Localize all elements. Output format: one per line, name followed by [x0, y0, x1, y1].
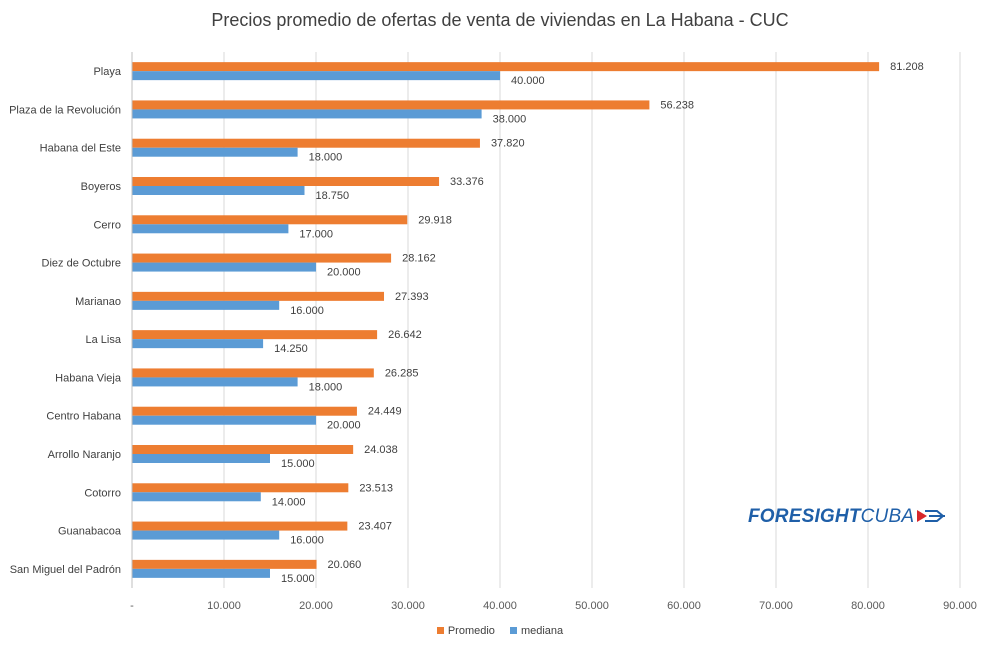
x-tick-label: -: [130, 600, 134, 612]
x-tick-label: 40.000: [483, 600, 517, 612]
x-tick-label: 90.000: [943, 600, 977, 612]
data-label-mediana: 14.250: [274, 343, 308, 355]
bar-mediana-4: [132, 224, 289, 234]
data-label-promedio: 81.208: [890, 61, 924, 73]
bar-promedio-8: [132, 368, 374, 378]
bar-mediana-13: [132, 568, 270, 578]
data-label-promedio: 33.376: [450, 176, 484, 188]
data-label-promedio: 56.238: [660, 99, 694, 111]
category-label: Playa: [93, 66, 121, 78]
bar-mediana-10: [132, 454, 270, 463]
logo-text-light: CUBA: [860, 506, 915, 527]
data-label-mediana: 20.000: [327, 267, 361, 279]
category-label: Boyeros: [81, 181, 122, 193]
category-label: Cerro: [93, 219, 121, 231]
legend-item-mediana: mediana: [509, 625, 564, 637]
bar-promedio-7: [132, 330, 378, 340]
bar-promedio-11: [132, 483, 349, 493]
data-label-mediana: 18.000: [309, 381, 343, 393]
bar-promedio-2: [132, 138, 480, 148]
legend-swatch-mediana: [509, 627, 517, 634]
category-label: Centro Habana: [46, 411, 121, 423]
x-tick-label: 20.000: [299, 600, 333, 612]
data-label-promedio: 37.820: [491, 138, 525, 150]
bar-mediana-8: [132, 377, 298, 387]
legend-label-promedio: Promedio: [447, 625, 495, 637]
foresight-cuba-logo: FORESIGHTCUBA: [748, 506, 947, 528]
data-label-mediana: 14.000: [272, 496, 306, 508]
bar-mediana-7: [132, 339, 264, 349]
bar-promedio-3: [132, 177, 440, 186]
data-label-promedio: 24.449: [368, 406, 402, 418]
bar-promedio-9: [132, 406, 357, 416]
data-label-promedio: 24.038: [364, 444, 398, 456]
category-label: Arrollo Naranjo: [48, 449, 121, 461]
data-label-mediana: 38.000: [493, 113, 527, 125]
data-label-mediana: 18.750: [316, 190, 350, 202]
x-tick-label: 10.000: [207, 600, 241, 612]
bar-promedio-5: [132, 253, 392, 263]
x-tick-label: 50.000: [575, 600, 609, 612]
data-label-promedio: 23.407: [358, 521, 392, 533]
data-label-promedio: 28.162: [402, 253, 436, 265]
bar-promedio-4: [132, 215, 408, 225]
data-label-promedio: 26.642: [388, 329, 422, 341]
category-label: San Miguel del Padrón: [10, 564, 121, 576]
legend-item-promedio: Promedio: [436, 625, 495, 637]
bar-mediana-11: [132, 492, 261, 502]
bar-promedio-0: [132, 62, 880, 72]
data-label-mediana: 16.000: [290, 535, 324, 547]
data-label-mediana: 40.000: [511, 75, 545, 87]
legend: Promedio mediana: [0, 625, 1000, 637]
bar-mediana-6: [132, 300, 280, 310]
data-label-mediana: 16.000: [290, 305, 324, 317]
bar-promedio-6: [132, 291, 385, 301]
category-label: Habana Vieja: [55, 372, 122, 384]
bar-mediana-2: [132, 147, 298, 157]
data-label-mediana: 18.000: [309, 152, 343, 164]
bar-promedio-1: [132, 100, 650, 110]
chart-title: Precios promedio de ofertas de venta de …: [211, 10, 789, 30]
data-label-mediana: 15.000: [281, 458, 315, 470]
data-label-mediana: 17.000: [299, 228, 333, 240]
data-label-promedio: 26.285: [385, 367, 419, 379]
category-label: Guanabacoa: [58, 526, 122, 538]
legend-label-mediana: mediana: [520, 625, 564, 637]
bar-mediana-5: [132, 262, 316, 272]
bar-mediana-1: [132, 109, 482, 119]
bar-mediana-9: [132, 415, 316, 425]
x-tick-label: 70.000: [759, 600, 793, 612]
bar-mediana-0: [132, 71, 500, 81]
category-label: Cotorro: [84, 487, 121, 499]
data-label-promedio: 29.918: [418, 214, 452, 226]
legend-swatch-promedio: [436, 627, 444, 634]
logo-text-bold: FORESIGHT: [748, 506, 861, 527]
category-label: Diez de Octubre: [42, 258, 121, 270]
x-tick-label: 60.000: [667, 600, 701, 612]
data-label-promedio: 23.513: [359, 482, 393, 494]
category-label: Plaza de la Revolución: [9, 104, 121, 116]
data-label-promedio: 20.060: [328, 559, 362, 571]
bar-promedio-10: [132, 445, 354, 454]
bar-promedio-13: [132, 559, 317, 569]
x-tick-label: 80.000: [851, 600, 885, 612]
category-label: Marianao: [75, 296, 121, 308]
bar-promedio-12: [132, 521, 348, 531]
category-label: Habana del Este: [40, 143, 121, 155]
category-label: La Lisa: [86, 334, 122, 346]
data-label-mediana: 15.000: [281, 573, 315, 585]
data-label-promedio: 27.393: [395, 291, 429, 303]
bar-mediana-3: [132, 186, 305, 195]
cuba-flag-chevron-icon: [917, 510, 946, 522]
bar-mediana-12: [132, 530, 280, 540]
x-tick-label: 30.000: [391, 600, 425, 612]
data-label-mediana: 20.000: [327, 420, 361, 432]
